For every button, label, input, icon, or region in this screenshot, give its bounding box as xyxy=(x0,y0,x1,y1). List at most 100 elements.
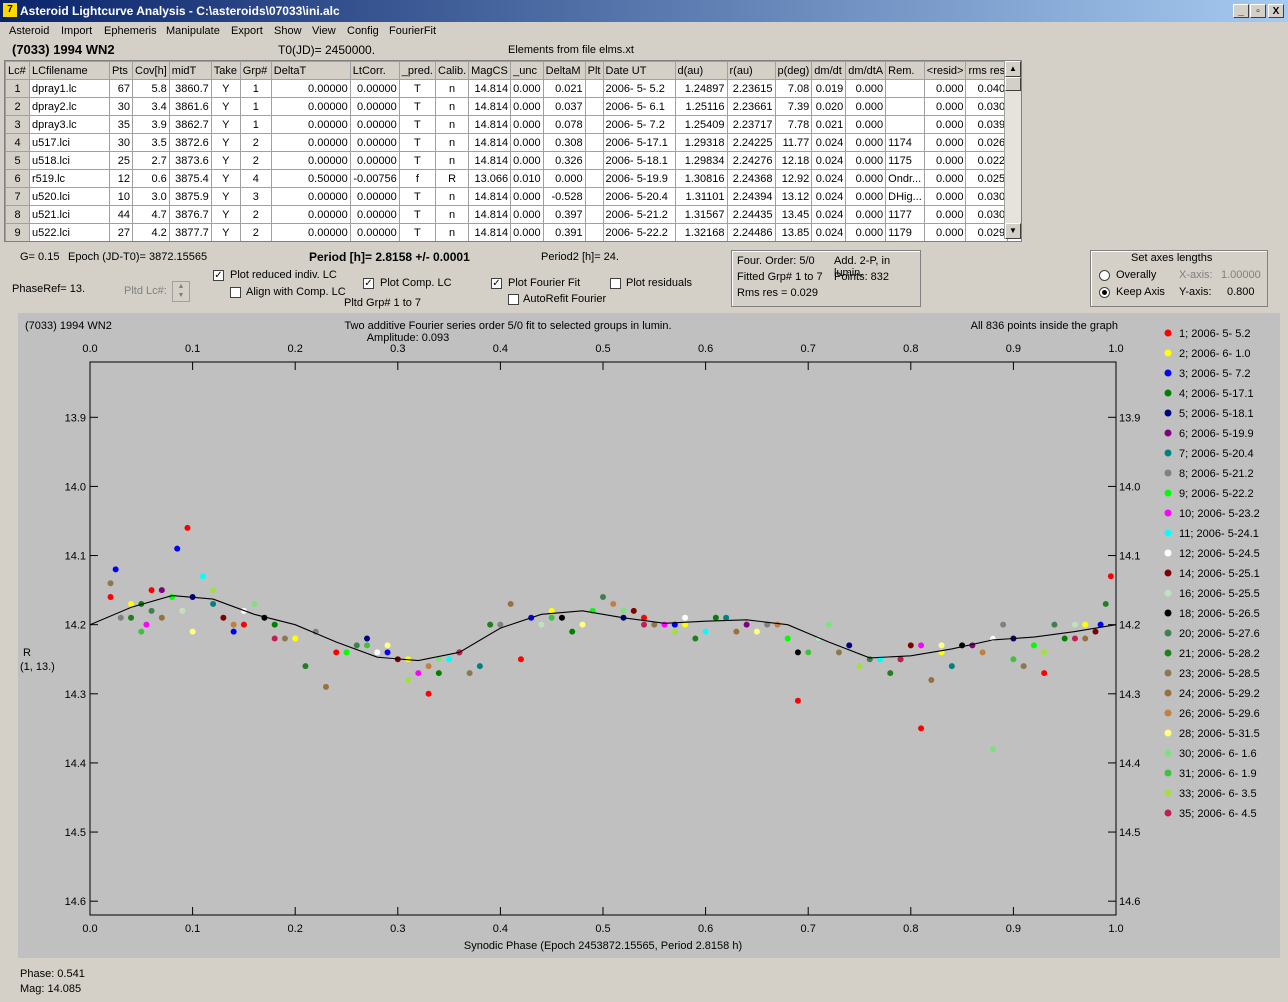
table-cell[interactable]: Y xyxy=(210,151,241,170)
maximize-button[interactable]: ▫ xyxy=(1250,4,1266,18)
column-header[interactable]: d(au) xyxy=(674,61,728,80)
table-cell[interactable]: 2006- 5- 7.2 xyxy=(602,115,676,134)
table-cell[interactable]: u520.lci xyxy=(29,187,110,206)
table-cell[interactable]: 0.037 xyxy=(542,97,586,116)
table-cell[interactable]: Y xyxy=(210,133,241,152)
table-cell[interactable]: 7.08 xyxy=(774,79,813,98)
table-cell[interactable]: 0.000 xyxy=(510,79,544,98)
table-cell[interactable]: T xyxy=(398,187,437,206)
row-number[interactable]: 1 xyxy=(5,79,30,98)
table-cell[interactable] xyxy=(584,205,604,224)
table-cell[interactable]: 0.000 xyxy=(510,187,544,206)
column-header[interactable]: p(deg) xyxy=(774,61,813,80)
table-cell[interactable]: 1175 xyxy=(885,151,925,170)
menu-asteroid[interactable]: Asteroid xyxy=(9,25,50,37)
column-header[interactable]: Grp# xyxy=(239,61,272,80)
table-cell[interactable]: 3860.7 xyxy=(168,79,212,98)
table-cell[interactable]: 0.000 xyxy=(923,97,967,116)
table-cell[interactable]: 0.00000 xyxy=(270,223,351,241)
table-cell[interactable]: 10 xyxy=(109,187,133,206)
table-cell[interactable]: DHig... xyxy=(885,187,925,206)
table-cell[interactable]: 2.23717 xyxy=(726,115,776,134)
table-cell[interactable]: 0.000 xyxy=(510,223,544,241)
table-cell[interactable]: 3875.9 xyxy=(168,187,212,206)
table-cell[interactable]: Y xyxy=(210,115,241,134)
table-cell[interactable]: 0.021 xyxy=(811,115,847,134)
table-cell[interactable]: Ondr... xyxy=(885,169,925,188)
table-cell[interactable]: 0.000 xyxy=(510,151,544,170)
table-cell[interactable]: 1.31101 xyxy=(674,187,728,206)
column-header[interactable]: midT xyxy=(168,61,212,80)
table-cell[interactable]: 7.39 xyxy=(774,97,813,116)
table-cell[interactable]: 25 xyxy=(109,151,133,170)
table-cell[interactable]: -0.00756 xyxy=(349,169,400,188)
table-cell[interactable]: 2 xyxy=(239,223,272,241)
column-header[interactable]: _pred. xyxy=(398,61,437,80)
table-cell[interactable]: 7.78 xyxy=(774,115,813,134)
table-cell[interactable]: 2006- 5-19.9 xyxy=(602,169,676,188)
table-cell[interactable]: 2.24276 xyxy=(726,151,776,170)
table-cell[interactable]: 0.000 xyxy=(845,151,887,170)
column-header[interactable]: Calib. xyxy=(434,61,470,80)
row-number[interactable]: 9 xyxy=(5,223,30,241)
column-header[interactable]: dm/dt xyxy=(811,61,847,80)
table-cell[interactable]: 0.029 xyxy=(965,223,1009,241)
table-cell[interactable]: 1 xyxy=(239,115,272,134)
overally-radio[interactable] xyxy=(1099,270,1110,281)
menu-view[interactable]: View xyxy=(312,25,336,37)
table-cell[interactable]: 4.7 xyxy=(132,205,170,224)
table-cell[interactable]: n xyxy=(434,205,470,224)
table-cell[interactable]: 0.000 xyxy=(923,223,967,241)
scroll-thumb[interactable] xyxy=(1005,77,1021,91)
table-cell[interactable]: 12 xyxy=(109,169,133,188)
table-cell[interactable]: n xyxy=(434,97,470,116)
table-cell[interactable]: 0.024 xyxy=(811,151,847,170)
table-cell[interactable]: 0.391 xyxy=(542,223,586,241)
table-cell[interactable]: 14.814 xyxy=(468,187,512,206)
table-cell[interactable]: T xyxy=(398,115,437,134)
table-cell[interactable]: 0.00000 xyxy=(349,97,400,116)
table-cell[interactable]: 30 xyxy=(109,133,133,152)
table-cell[interactable]: 0.00000 xyxy=(349,187,400,206)
table-cell[interactable] xyxy=(885,115,925,134)
table-cell[interactable]: 2.23615 xyxy=(726,79,776,98)
table-cell[interactable]: 0.000 xyxy=(923,205,967,224)
table-cell[interactable]: 0.00000 xyxy=(270,133,351,152)
column-header[interactable]: r(au) xyxy=(726,61,776,80)
menu-show[interactable]: Show xyxy=(274,25,302,37)
table-cell[interactable]: 0.030 xyxy=(965,187,1009,206)
table-cell[interactable]: 13.85 xyxy=(774,223,813,241)
table-cell[interactable]: 0.00000 xyxy=(349,115,400,134)
table-cell[interactable]: T xyxy=(398,97,437,116)
table-cell[interactable]: 0.030 xyxy=(965,205,1009,224)
table-cell[interactable]: 3872.6 xyxy=(168,133,212,152)
table-cell[interactable]: T xyxy=(398,223,437,241)
table-cell[interactable]: 0.024 xyxy=(811,187,847,206)
table-cell[interactable]: 4 xyxy=(239,169,272,188)
menu-manipulate[interactable]: Manipulate xyxy=(166,25,220,37)
table-cell[interactable]: 13.45 xyxy=(774,205,813,224)
row-number[interactable]: 8 xyxy=(5,205,30,224)
table-cell[interactable]: 0.021 xyxy=(542,79,586,98)
row-number[interactable]: 6 xyxy=(5,169,30,188)
table-cell[interactable]: 1 xyxy=(239,97,272,116)
row-number[interactable]: 4 xyxy=(5,133,30,152)
table-cell[interactable]: dpray3.lc xyxy=(29,115,110,134)
table-cell[interactable]: 2.24394 xyxy=(726,187,776,206)
table-cell[interactable]: 3875.4 xyxy=(168,169,212,188)
plot-fourier-checkbox[interactable]: ✓ xyxy=(491,278,502,289)
column-header[interactable]: Pts xyxy=(109,61,133,80)
table-cell[interactable]: 2.24486 xyxy=(726,223,776,241)
column-header[interactable]: Date UT xyxy=(602,61,676,80)
table-cell[interactable] xyxy=(885,79,925,98)
table-cell[interactable]: 12.92 xyxy=(774,169,813,188)
table-cell[interactable]: Y xyxy=(210,97,241,116)
table-cell[interactable] xyxy=(584,97,604,116)
align-comp-checkbox[interactable] xyxy=(230,287,241,298)
menu-ephemeris[interactable]: Ephemeris xyxy=(104,25,157,37)
table-cell[interactable]: 0.022 xyxy=(965,151,1009,170)
table-cell[interactable]: 0.00000 xyxy=(270,97,351,116)
table-cell[interactable]: 14.814 xyxy=(468,79,512,98)
